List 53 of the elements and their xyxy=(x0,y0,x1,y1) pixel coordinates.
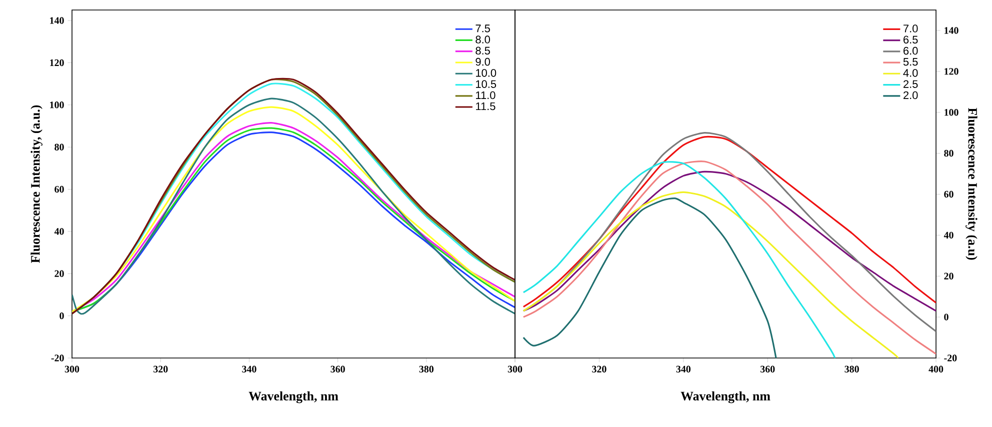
y-tick-label: 100 xyxy=(50,102,64,108)
y-tick-label: 20 xyxy=(54,270,64,277)
y2-tick-label: 20 xyxy=(944,272,954,280)
legend-label: 11.0 xyxy=(476,91,496,100)
x-tick-label: 380 xyxy=(844,366,859,372)
x-tick-label: 380 xyxy=(419,366,434,372)
legend-label: 7.5 xyxy=(476,24,490,32)
legend-label: 11.5 xyxy=(476,102,496,110)
y2-tick-label: -20 xyxy=(944,354,957,362)
y-tick-label: 40 xyxy=(54,228,64,235)
legend-label: 2.5 xyxy=(904,80,918,88)
x-tick-label: 320 xyxy=(592,366,606,372)
legend-label: 9.0 xyxy=(476,58,490,66)
line-series xyxy=(522,198,777,358)
x-tick-label: 400 xyxy=(928,366,944,372)
legend-label: 10.5 xyxy=(476,80,496,88)
legend-label: 7.0 xyxy=(904,24,918,32)
x-tick-label: 340 xyxy=(676,366,691,372)
line-series xyxy=(522,161,836,358)
legend-label: 10.0 xyxy=(476,69,496,77)
x-tick-label: 340 xyxy=(242,366,256,372)
y-tick-label: 60 xyxy=(54,186,64,193)
y2-tick-label: 120 xyxy=(944,68,958,75)
x-tick-label: 360 xyxy=(760,366,775,372)
line-series xyxy=(522,170,936,312)
legend-label: 8.5 xyxy=(476,46,490,55)
y2-tick-label: 80 xyxy=(944,150,954,157)
y2-tick-label: 40 xyxy=(944,232,954,239)
y2-axis-title: Fluorescence Intensity (a.u) xyxy=(966,108,978,260)
y-tick-label: 0 xyxy=(60,312,64,320)
y2-tick-label: 60 xyxy=(944,190,954,198)
x-tick-label: 360 xyxy=(330,366,345,372)
line-series xyxy=(522,191,899,358)
line-series xyxy=(522,160,936,355)
x-tick-label: 300 xyxy=(508,366,522,372)
legend-label: 5.5 xyxy=(903,58,918,66)
y-tick-label: 80 xyxy=(54,144,64,150)
x-axis-title: Wavelength, nm xyxy=(680,391,770,404)
y-tick-label: 120 xyxy=(50,59,64,66)
x-axis-title: Wavelength, nm xyxy=(248,391,338,404)
legend-label: 6.5 xyxy=(904,36,918,44)
y2-tick-label: 100 xyxy=(944,108,958,116)
y2-tick-label: 0 xyxy=(944,314,948,320)
legend-label: 4.0 xyxy=(903,69,918,77)
y2-tick-label: 140 xyxy=(944,27,958,34)
x-tick-label: 320 xyxy=(154,366,168,372)
y-tick-label: 140 xyxy=(50,17,64,24)
y-tick-label: -20 xyxy=(51,354,64,362)
y-axis-title: Fluorescence Intensity, (a.u.) xyxy=(30,105,42,263)
x-tick-label: 300 xyxy=(64,366,80,372)
legend-label: 6.0 xyxy=(904,46,918,55)
legend-label: 2.0 xyxy=(904,91,918,100)
legend-label: 8.0 xyxy=(476,36,490,44)
